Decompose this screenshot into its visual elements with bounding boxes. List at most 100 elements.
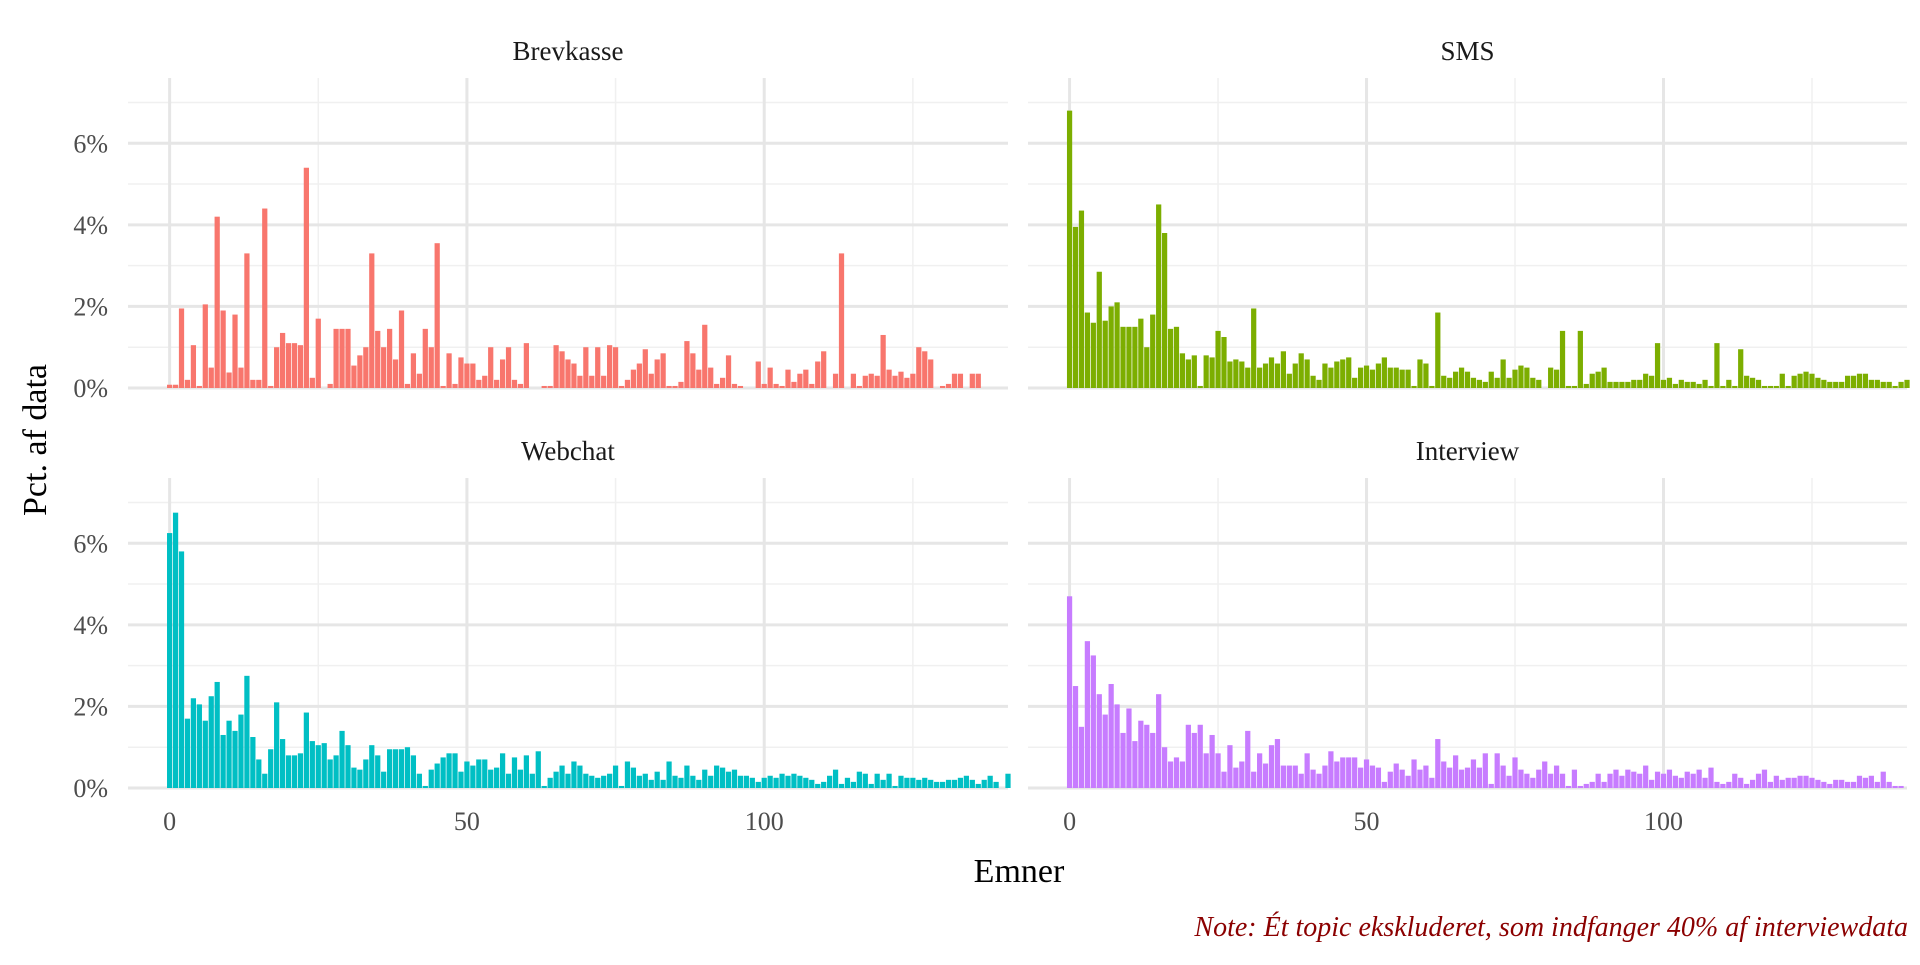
bar bbox=[1726, 781, 1732, 788]
bar bbox=[1251, 771, 1257, 788]
bar bbox=[1720, 385, 1726, 388]
bar bbox=[1880, 381, 1886, 388]
bar bbox=[238, 714, 244, 788]
bar bbox=[416, 373, 422, 388]
bar bbox=[1441, 375, 1447, 388]
bar bbox=[1506, 377, 1512, 388]
bar bbox=[1856, 775, 1863, 788]
bar bbox=[547, 777, 553, 788]
panel-title: Brevkasse bbox=[513, 36, 624, 66]
bar bbox=[672, 775, 678, 788]
bar bbox=[1637, 773, 1643, 788]
bar bbox=[571, 363, 577, 388]
bar bbox=[827, 775, 833, 788]
bar bbox=[1548, 773, 1554, 788]
bar bbox=[398, 310, 405, 388]
bar bbox=[1435, 739, 1441, 788]
bar bbox=[1904, 379, 1910, 388]
bar bbox=[660, 353, 666, 388]
bar bbox=[1227, 361, 1233, 388]
bar bbox=[309, 377, 315, 388]
bar bbox=[916, 347, 922, 388]
bar bbox=[1363, 365, 1370, 388]
bar bbox=[1280, 765, 1286, 788]
bar bbox=[815, 783, 821, 788]
bar bbox=[1304, 753, 1310, 788]
bar bbox=[339, 328, 345, 388]
bar bbox=[369, 253, 375, 388]
bar bbox=[1144, 347, 1150, 388]
bar bbox=[565, 773, 571, 788]
bar bbox=[850, 373, 857, 388]
bar bbox=[499, 753, 506, 788]
bar bbox=[957, 373, 964, 388]
bar bbox=[1298, 353, 1304, 388]
bar bbox=[1678, 777, 1684, 788]
bar bbox=[440, 385, 446, 388]
bar bbox=[856, 771, 862, 788]
bar bbox=[648, 373, 654, 388]
bar bbox=[1850, 375, 1857, 388]
bar bbox=[1286, 765, 1292, 788]
bar bbox=[1785, 385, 1791, 388]
bar bbox=[1150, 732, 1156, 788]
bar bbox=[595, 347, 601, 388]
bar bbox=[803, 777, 809, 788]
bar bbox=[1108, 306, 1114, 388]
y-tick-label: 6% bbox=[73, 129, 108, 158]
bar bbox=[1732, 773, 1738, 788]
bar bbox=[268, 749, 274, 788]
bar bbox=[1090, 322, 1096, 388]
bar bbox=[226, 720, 232, 788]
bar bbox=[714, 383, 720, 388]
bar bbox=[1262, 363, 1269, 388]
bar bbox=[1179, 353, 1186, 388]
bar bbox=[345, 328, 351, 388]
bar bbox=[381, 347, 387, 388]
bar bbox=[797, 373, 803, 388]
bar bbox=[327, 759, 333, 788]
bar bbox=[488, 347, 494, 388]
bar bbox=[1464, 371, 1471, 388]
y-tick-label: 4% bbox=[73, 211, 108, 240]
bar bbox=[274, 347, 280, 388]
bar bbox=[1696, 383, 1702, 388]
bar bbox=[1387, 771, 1393, 788]
bar bbox=[1280, 351, 1286, 388]
bar bbox=[1352, 757, 1358, 788]
bar bbox=[1346, 357, 1352, 388]
bar bbox=[1654, 771, 1661, 788]
bar bbox=[1185, 724, 1191, 788]
bar bbox=[1761, 385, 1768, 388]
bar bbox=[244, 675, 250, 788]
bar bbox=[446, 753, 452, 788]
bar bbox=[1352, 377, 1358, 388]
bar bbox=[969, 373, 975, 388]
bar bbox=[1435, 312, 1441, 388]
bar bbox=[291, 343, 298, 388]
bar bbox=[167, 384, 173, 388]
bar bbox=[1274, 363, 1281, 388]
bar bbox=[1114, 302, 1120, 388]
bar bbox=[303, 167, 309, 388]
bar bbox=[797, 775, 803, 788]
bar bbox=[684, 341, 690, 388]
bar bbox=[505, 773, 512, 788]
bar bbox=[1179, 761, 1186, 788]
bar bbox=[208, 696, 214, 788]
bar bbox=[1821, 781, 1827, 788]
bar bbox=[250, 379, 256, 388]
bar bbox=[387, 749, 393, 788]
bar bbox=[1839, 779, 1845, 788]
bar bbox=[1126, 326, 1132, 388]
bar bbox=[898, 775, 904, 788]
bar bbox=[886, 369, 892, 388]
bar bbox=[1411, 759, 1417, 788]
bar bbox=[1470, 759, 1477, 788]
bar bbox=[1732, 385, 1738, 388]
bar bbox=[1672, 383, 1678, 388]
bar bbox=[458, 771, 464, 788]
bar bbox=[1643, 373, 1649, 388]
bar bbox=[1506, 775, 1512, 788]
bar bbox=[648, 779, 654, 788]
